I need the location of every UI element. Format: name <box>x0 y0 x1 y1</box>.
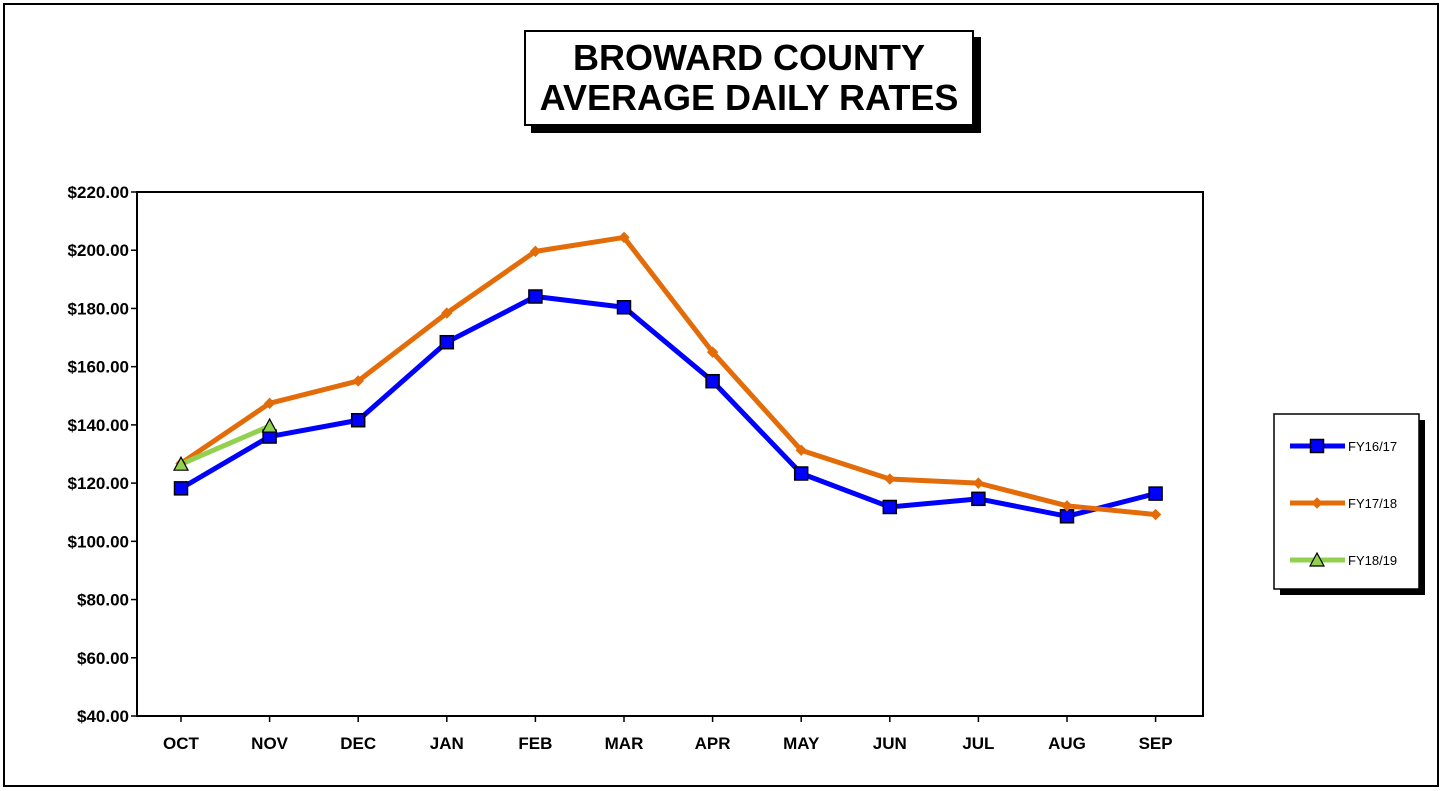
data-point <box>972 477 985 489</box>
y-tick-label: $180.00 <box>68 299 129 318</box>
x-axis: OCT NOV DEC JAN FEB MAR APR MAY JUN JUL AUG SEP <box>163 716 1173 753</box>
chart-title-line-2: AVERAGE DAILY RATES <box>539 77 959 118</box>
legend-marker <box>1308 551 1326 567</box>
plot-area <box>136 191 1204 717</box>
x-tick-label: JUL <box>962 734 994 753</box>
data-point <box>173 481 189 496</box>
series-line-fy17-18 <box>178 234 1159 518</box>
x-tick-label: AUG <box>1048 734 1086 753</box>
data-point <box>884 473 896 485</box>
y-tick-label: $40.00 <box>77 707 129 726</box>
series-markers <box>172 231 1163 524</box>
x-tick-label: MAR <box>605 734 644 753</box>
data-point <box>172 455 190 471</box>
data-point <box>971 491 986 507</box>
data-point <box>795 444 807 456</box>
y-tick-label: $200.00 <box>68 241 129 260</box>
data-point <box>529 245 542 258</box>
data-point <box>439 334 455 350</box>
data-point <box>1061 500 1073 512</box>
y-tick-label: $140.00 <box>68 416 129 435</box>
data-point <box>528 289 543 304</box>
data-point <box>706 346 719 358</box>
x-tick-label: DEC <box>340 734 376 753</box>
data-point <box>350 412 366 428</box>
series-line-fy16-17 <box>178 294 1159 519</box>
x-tick-label: NOV <box>251 734 289 753</box>
y-tick-label: $160.00 <box>68 358 129 377</box>
x-tick-label: FEB <box>518 734 552 753</box>
data-point <box>1148 486 1163 501</box>
data-point <box>618 231 630 244</box>
data-point <box>705 373 720 389</box>
data-point <box>261 417 278 433</box>
series-lines <box>178 234 1159 519</box>
y-tick-label: $60.00 <box>77 649 129 668</box>
legend: FY16/17 FY17/18 FY18/19 <box>1273 413 1425 595</box>
data-point <box>882 499 898 515</box>
x-tick-label: JAN <box>430 734 464 753</box>
data-point <box>352 375 364 387</box>
chart-title-line-1: BROWARD COUNTY <box>573 37 925 78</box>
y-tick-label: $220.00 <box>68 183 129 202</box>
legend-label: FY18/19 <box>1348 553 1397 568</box>
data-point <box>441 307 453 319</box>
x-tick-label: OCT <box>163 734 200 753</box>
y-axis: $40.00 $60.00 $80.00 $100.00 $120.00 $140.00 $… <box>68 183 137 726</box>
data-point <box>1149 508 1162 521</box>
data-point <box>793 466 809 481</box>
x-tick-label: JUN <box>873 734 907 753</box>
data-point <box>1059 509 1075 524</box>
y-tick-label: $120.00 <box>68 474 129 493</box>
y-tick-label: $80.00 <box>77 591 129 610</box>
legend-label: FY17/18 <box>1348 496 1397 511</box>
data-point <box>263 397 276 410</box>
legend-label: FY16/17 <box>1348 439 1397 454</box>
data-point <box>616 300 632 315</box>
x-tick-label: MAY <box>783 734 820 753</box>
x-tick-label: SEP <box>1139 734 1173 753</box>
x-tick-label: APR <box>695 734 731 753</box>
chart-title: BROWARD COUNTY AVERAGE DAILY RATES <box>524 30 974 126</box>
series-line-fy18-19 <box>178 423 273 467</box>
legend-marker <box>1311 497 1323 509</box>
y-tick-label: $100.00 <box>68 532 129 551</box>
legend-marker <box>1309 438 1325 454</box>
